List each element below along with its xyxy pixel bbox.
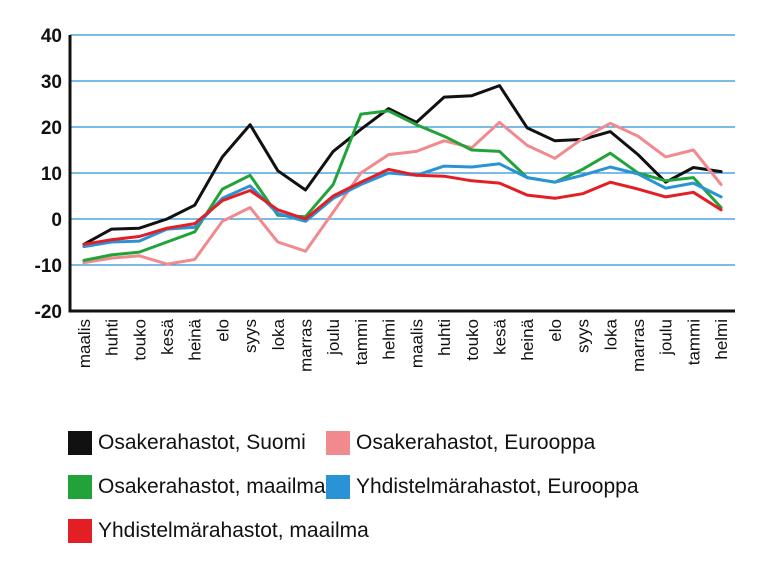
x-tick-label: helmi xyxy=(380,319,399,360)
legend-item-osakerahastot-suomi: Osakerahastot, Suomi xyxy=(68,428,306,458)
series-line-3 xyxy=(82,162,723,249)
legend-label: Yhdistelmärahastot, Eurooppa xyxy=(356,475,639,498)
x-tick-label: joulu xyxy=(657,319,676,356)
x-tick-label: loka xyxy=(601,318,620,350)
legend-swatch xyxy=(326,475,350,499)
legend-swatch xyxy=(68,519,92,543)
x-tick-label: marras xyxy=(629,319,648,372)
x-tick-label: huhti xyxy=(435,319,454,356)
y-tick-label: -10 xyxy=(35,256,62,277)
x-tick-label: kesä xyxy=(158,318,177,354)
legend-item-osakerahastot-maailma: Osakerahastot, maailma xyxy=(68,472,326,502)
line-chart: -20 -10 0 10 20 30 40 maalis huhti touko kesä hein… xyxy=(35,26,735,372)
legend-swatch xyxy=(68,475,92,499)
y-tick-label: 20 xyxy=(41,118,62,139)
x-tick-label: maalis xyxy=(407,319,426,368)
y-axis-ticks: -20 -10 0 10 20 30 40 xyxy=(35,26,62,323)
legend-swatch xyxy=(68,431,92,455)
x-tick-label: syys xyxy=(574,319,593,353)
series-line-4 xyxy=(82,167,723,246)
grid-lines xyxy=(70,34,735,266)
series-line-0 xyxy=(82,84,723,246)
y-tick-label: -20 xyxy=(35,302,62,323)
legend-swatch xyxy=(326,431,350,455)
x-tick-label: huhti xyxy=(103,319,122,356)
x-tick-label: syys xyxy=(241,319,260,353)
x-tick-label: tammi xyxy=(684,319,703,365)
legend-label: Osakerahastot, Eurooppa xyxy=(356,431,596,454)
x-tick-label: kesä xyxy=(490,318,509,354)
series-line-1 xyxy=(82,120,723,266)
x-tick-label: marras xyxy=(297,319,316,372)
x-tick-label: touko xyxy=(463,319,482,361)
x-tick-label: tammi xyxy=(352,319,371,365)
x-tick-label: joulu xyxy=(324,319,343,356)
legend-label: Osakerahastot, Suomi xyxy=(98,431,306,454)
x-axis-ticks: maalis huhti touko kesä heinä elo syys loka marr… xyxy=(75,318,731,371)
legend-item-osakerahastot-eurooppa: Osakerahastot, Eurooppa xyxy=(326,428,595,458)
x-tick-label: heinä xyxy=(518,318,537,360)
x-tick-label: touko xyxy=(130,319,149,361)
x-tick-label: helmi xyxy=(712,319,731,360)
axes xyxy=(68,35,735,313)
x-tick-label: elo xyxy=(546,319,565,342)
x-tick-label: heinä xyxy=(186,318,205,360)
legend-label: Yhdistelmärahastot, maailma xyxy=(98,519,369,542)
series-lines xyxy=(82,84,723,266)
x-tick-label: loka xyxy=(269,318,288,350)
y-tick-label: 40 xyxy=(41,26,62,47)
y-tick-label: 0 xyxy=(51,210,62,231)
series-line-2 xyxy=(82,109,723,262)
y-tick-label: 30 xyxy=(41,72,62,93)
x-tick-label: maalis xyxy=(75,319,94,368)
legend-item-yhdistelmarahastot-eurooppa: Yhdistelmärahastot, Eurooppa xyxy=(326,472,639,502)
y-tick-label: 10 xyxy=(41,164,62,185)
x-tick-label: elo xyxy=(213,319,232,342)
legend-label: Osakerahastot, maailma xyxy=(98,475,326,498)
legend-item-yhdistelmarahastot-maailma: Yhdistelmärahastot, maailma xyxy=(68,516,369,546)
